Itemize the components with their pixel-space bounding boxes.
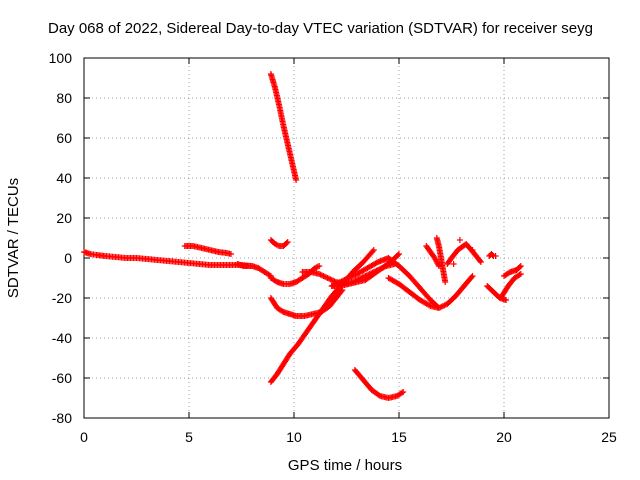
- y-tick-label: -40: [52, 330, 72, 346]
- data-point: [228, 251, 234, 257]
- series-arc-15: [433, 235, 449, 285]
- series-arc-5: [267, 237, 291, 249]
- y-tick-label: 60: [56, 130, 72, 146]
- data-point: [293, 177, 300, 183]
- data-point: [468, 274, 475, 281]
- data-point: [517, 263, 524, 269]
- data-point: [400, 389, 407, 395]
- data-point: [517, 271, 524, 277]
- x-axis-ticks: 0 5 10 15 20 25: [80, 58, 617, 445]
- series-arc-13: [385, 273, 476, 311]
- series-arc-14: [423, 243, 442, 269]
- data-point: [516, 264, 523, 270]
- data-point: [477, 257, 483, 264]
- data-point: [450, 261, 457, 267]
- series-arc-4: [267, 71, 300, 183]
- y-tick-label: 100: [49, 50, 73, 66]
- x-tick-label: 15: [391, 429, 407, 445]
- data-point: [266, 272, 273, 279]
- series-arc-20: [501, 263, 524, 279]
- y-tick-label: -20: [52, 290, 72, 306]
- x-tick-label: 25: [601, 429, 617, 445]
- x-tick-label: 10: [286, 429, 302, 445]
- plot-frame: [83, 57, 610, 419]
- x-tick-label: 0: [80, 429, 88, 445]
- series-arc-16: [444, 241, 484, 267]
- data-point: [370, 247, 377, 253]
- data-point: [396, 251, 402, 257]
- series-arc-2: [181, 243, 234, 257]
- data-point: [339, 287, 346, 293]
- data-point: [316, 263, 323, 269]
- data-point: [469, 247, 476, 253]
- data-point: [469, 273, 476, 279]
- data-point: [284, 239, 291, 245]
- data-point: [492, 253, 499, 259]
- series-arc-8: [267, 287, 346, 319]
- y-tick-label: 80: [56, 90, 72, 106]
- data-point: [373, 259, 380, 266]
- x-tick-label: 20: [496, 429, 512, 445]
- data-points: [81, 71, 524, 401]
- series-arc-18: [486, 251, 497, 259]
- series-arc-3: [234, 261, 274, 279]
- data-point: [489, 252, 496, 258]
- y-axis-ticks: -80 -60 -40 -20 0 20 40 60 80 100: [49, 50, 609, 426]
- data-point: [435, 261, 442, 268]
- data-point: [477, 259, 484, 265]
- data-point: [283, 240, 290, 246]
- series-arc-12: [351, 367, 407, 401]
- chart-title: Day 068 of 2022, Sidereal Day-to-day VTE…: [48, 20, 593, 37]
- data-point: [426, 302, 433, 309]
- data-point: [338, 288, 345, 295]
- y-axis-label: SDTVAR / TECUs: [5, 178, 22, 298]
- y-tick-label: -60: [52, 370, 72, 386]
- data-point: [398, 389, 405, 396]
- y-tick-label: 40: [56, 170, 72, 186]
- series-arc-main: [81, 249, 255, 269]
- data-point: [394, 252, 401, 258]
- data-point: [503, 297, 510, 303]
- series-arc-19: [498, 271, 524, 299]
- y-tick-label: -80: [52, 410, 72, 426]
- data-point: [442, 279, 449, 285]
- data-point: [516, 271, 523, 278]
- data-point: [456, 237, 463, 243]
- y-tick-label: 0: [64, 250, 72, 266]
- x-axis-label: GPS time / hours: [288, 457, 402, 474]
- series-scatter-pts: [450, 237, 499, 267]
- data-point: [369, 248, 376, 255]
- x-tick-label: 5: [185, 429, 193, 445]
- series-arc-7: [267, 247, 377, 385]
- grid-lines: [84, 58, 609, 418]
- y-tick-label: 20: [56, 210, 72, 226]
